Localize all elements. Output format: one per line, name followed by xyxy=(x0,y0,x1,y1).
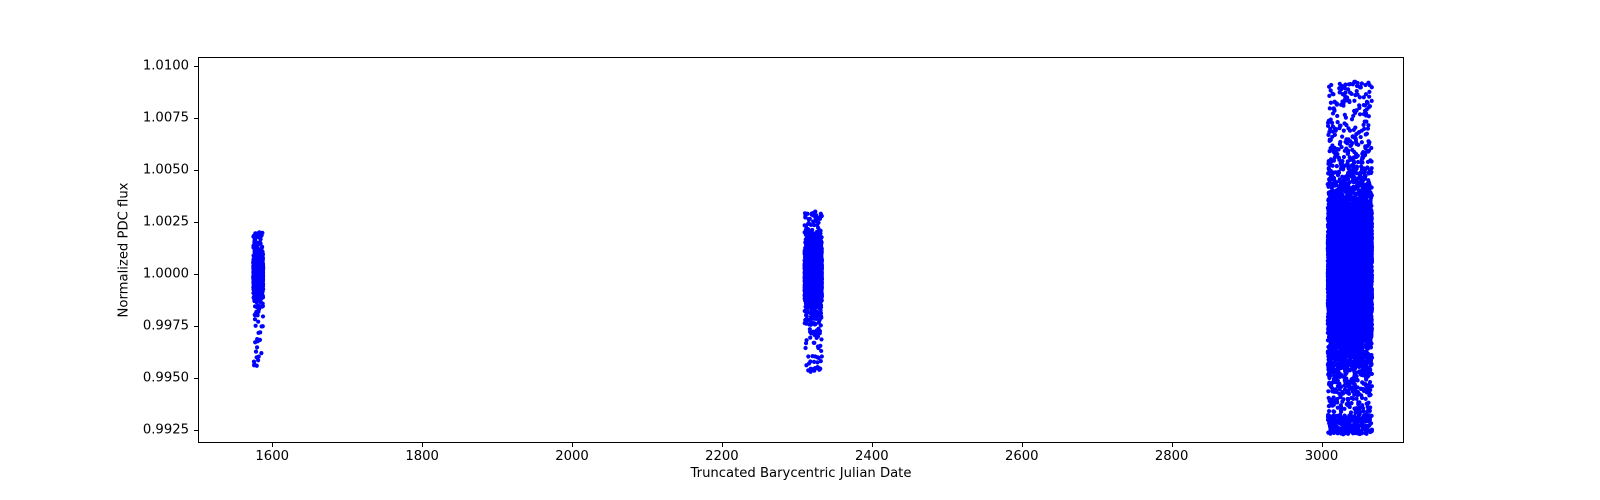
y-tick-label: 0.9975 xyxy=(142,318,189,334)
x-tick-label: 2800 xyxy=(1154,449,1189,464)
x-tick-label: 3000 xyxy=(1304,449,1339,464)
x-tick-mark xyxy=(871,443,873,447)
y-tick-mark xyxy=(194,118,198,120)
x-tick-label: 1600 xyxy=(255,449,289,464)
x-tick-label: 2600 xyxy=(1004,449,1039,464)
x-tick-label: 2000 xyxy=(555,449,589,464)
x-tick-label: 2400 xyxy=(855,449,889,464)
x-tick-mark xyxy=(572,443,574,447)
x-tick-mark xyxy=(721,443,723,447)
y-tick-label: 0.9950 xyxy=(142,370,189,386)
y-tick-label: 1.0025 xyxy=(142,214,189,230)
y-tick-mark xyxy=(194,170,198,172)
y-tick-mark xyxy=(194,325,198,327)
x-tick-mark xyxy=(272,443,274,447)
x-tick-label: 2200 xyxy=(705,449,739,464)
x-tick-mark xyxy=(422,443,424,447)
x-axis-label: Truncated Barycentric Julian Date xyxy=(690,466,912,481)
y-tick-mark xyxy=(194,273,198,275)
y-tick-mark xyxy=(194,429,198,431)
x-tick-label: 1800 xyxy=(405,449,439,464)
y-tick-mark xyxy=(194,221,198,223)
y-axis-label: Normalized PDC flux xyxy=(116,182,132,318)
scatter-points-svg xyxy=(251,79,1375,437)
y-tick-label: 1.0000 xyxy=(142,266,189,282)
y-tick-label: 0.9925 xyxy=(142,422,189,437)
x-tick-mark xyxy=(1171,443,1173,447)
y-tick-mark xyxy=(194,66,198,68)
y-tick-mark xyxy=(194,377,198,379)
x-tick-mark xyxy=(1321,443,1323,447)
y-tick-label: 1.0075 xyxy=(142,110,189,126)
y-tick-label: 1.0100 xyxy=(142,58,189,74)
plot-axes-frame xyxy=(198,57,1404,443)
y-tick-label: 1.0050 xyxy=(142,162,189,178)
x-tick-mark xyxy=(1021,443,1023,447)
scatter-data-layer xyxy=(199,58,1403,442)
